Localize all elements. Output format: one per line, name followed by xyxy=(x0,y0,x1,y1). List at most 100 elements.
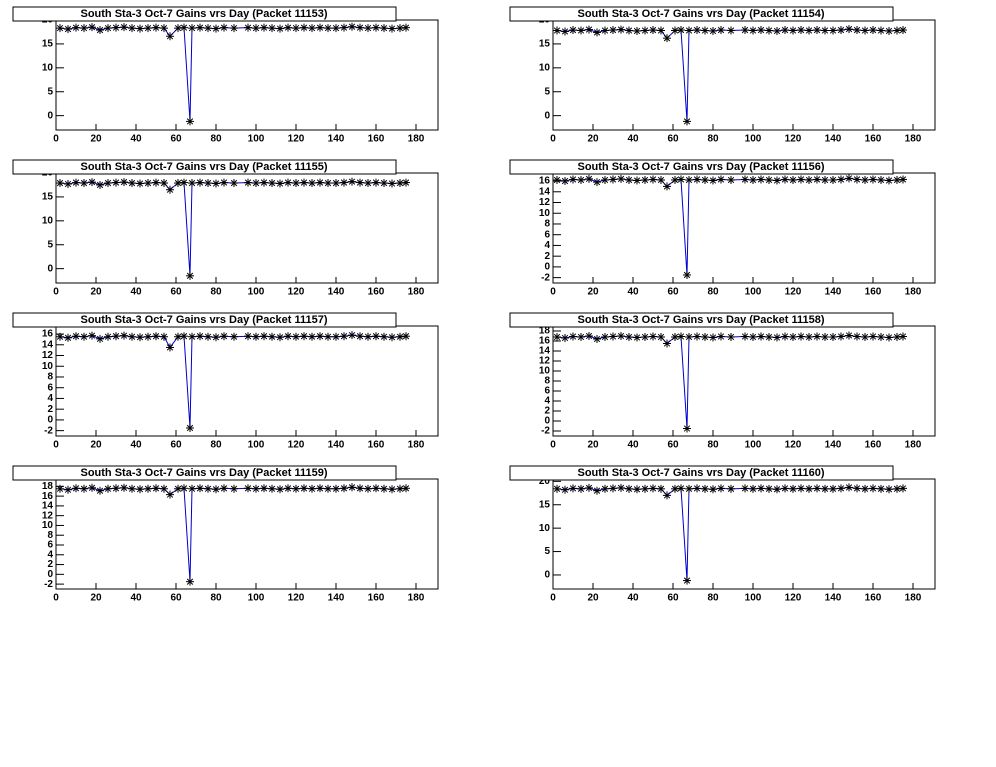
data-point xyxy=(561,27,569,36)
x-tick-label: 40 xyxy=(130,593,142,604)
data-point xyxy=(601,484,609,493)
data-point xyxy=(813,332,821,341)
y-tick-label: 10 xyxy=(539,208,551,219)
data-point xyxy=(356,23,364,32)
data-point xyxy=(128,179,136,188)
marker-stroke xyxy=(677,176,685,183)
data-point xyxy=(166,490,174,499)
marker-stroke xyxy=(152,179,160,186)
data-point xyxy=(292,24,300,33)
marker-stroke xyxy=(701,27,709,34)
data-point xyxy=(324,484,332,493)
marker-stroke xyxy=(829,176,837,184)
marker-stroke xyxy=(268,179,276,187)
data-point xyxy=(899,332,907,341)
data-point xyxy=(136,179,144,188)
marker-stroke xyxy=(166,33,174,40)
x-tick-label: 140 xyxy=(328,440,345,451)
marker-stroke xyxy=(196,24,204,31)
data-point xyxy=(120,331,128,340)
data-point xyxy=(160,24,168,33)
data-point xyxy=(112,484,120,493)
marker-stroke xyxy=(324,24,332,32)
data-point xyxy=(96,486,104,495)
data-point xyxy=(633,485,641,494)
data-point xyxy=(380,24,388,33)
data-point xyxy=(252,24,260,33)
y-tick-label: 2 xyxy=(544,406,550,417)
x-tick-label: 40 xyxy=(130,287,142,298)
data-point xyxy=(765,333,773,341)
marker-stroke xyxy=(388,486,396,493)
x-tick-label: 20 xyxy=(587,134,599,145)
data-point xyxy=(152,484,160,493)
data-point xyxy=(569,484,577,493)
data-point xyxy=(260,484,268,493)
marker-stroke xyxy=(765,176,773,184)
marker-stroke xyxy=(805,333,813,341)
marker-stroke xyxy=(292,24,300,32)
x-tick-label: 0 xyxy=(550,440,556,451)
marker-stroke xyxy=(845,175,853,182)
marker-stroke xyxy=(685,333,693,341)
marker-stroke xyxy=(781,26,789,34)
data-point xyxy=(252,332,260,341)
data-point xyxy=(364,24,372,33)
marker-stroke xyxy=(749,333,757,341)
marker-stroke xyxy=(593,29,601,36)
marker-stroke xyxy=(797,176,805,183)
data-point xyxy=(633,27,641,35)
data-point xyxy=(781,175,789,184)
marker-stroke xyxy=(252,333,260,340)
marker-stroke xyxy=(813,176,821,183)
data-point xyxy=(693,332,701,341)
y-tick-label: 15 xyxy=(539,499,551,510)
marker-stroke xyxy=(821,485,829,492)
marker-stroke xyxy=(152,24,160,31)
x-tick-label: 160 xyxy=(865,287,882,298)
data-point xyxy=(88,23,96,32)
title-box xyxy=(509,465,894,481)
y-tick-label: 14 xyxy=(539,186,551,197)
marker-stroke xyxy=(388,25,396,32)
marker-stroke xyxy=(152,485,160,492)
marker-stroke xyxy=(569,485,577,492)
data-point xyxy=(220,23,228,32)
marker-stroke xyxy=(348,331,356,339)
data-point xyxy=(749,26,757,35)
x-tick-label: 20 xyxy=(90,134,102,145)
marker-stroke xyxy=(152,333,160,340)
y-tick-label: -2 xyxy=(541,426,550,437)
data-point xyxy=(577,175,585,184)
marker-stroke xyxy=(885,334,893,341)
data-point xyxy=(64,25,72,34)
marker-stroke xyxy=(829,27,837,34)
data-point xyxy=(601,175,609,184)
data-point xyxy=(388,485,396,494)
y-tick-label: 15 xyxy=(42,39,54,50)
marker-stroke xyxy=(585,26,593,33)
data-point xyxy=(899,26,907,35)
marker-stroke xyxy=(72,179,80,186)
x-tick-label: 120 xyxy=(288,134,305,145)
marker-stroke xyxy=(112,333,120,340)
data-point xyxy=(773,176,781,185)
data-point xyxy=(671,26,679,35)
data-point xyxy=(663,491,671,500)
marker-stroke xyxy=(128,333,136,340)
marker-stroke xyxy=(160,179,168,187)
marker-stroke xyxy=(683,577,691,584)
data-point xyxy=(180,332,188,341)
marker-stroke xyxy=(685,485,693,492)
data-point xyxy=(845,174,853,183)
marker-stroke xyxy=(356,485,364,492)
data-point xyxy=(244,23,252,32)
marker-stroke xyxy=(252,485,260,492)
marker-stroke xyxy=(701,485,709,492)
marker-stroke xyxy=(300,179,308,186)
marker-stroke xyxy=(553,333,561,341)
plot-frame xyxy=(55,172,439,284)
